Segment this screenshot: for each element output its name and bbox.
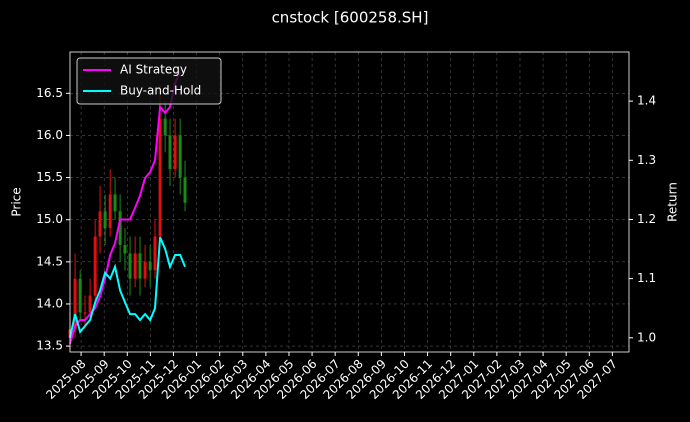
y2-tick-label: 1.4 — [637, 94, 656, 108]
legend-box — [76, 57, 222, 105]
candle-body — [158, 118, 162, 237]
series-line — [69, 236, 186, 339]
plot-frame — [69, 51, 630, 353]
y-axis-label: Price — [10, 187, 24, 216]
candle-body — [183, 177, 187, 203]
y2-tick-label: 1.1 — [637, 271, 656, 285]
candle-body — [73, 278, 77, 330]
y-tick-label: 14.0 — [36, 296, 63, 310]
candle-body — [88, 295, 92, 313]
candle-body — [168, 135, 172, 170]
y-tick-label: 14.5 — [36, 254, 63, 268]
y-tick-label: 13.5 — [36, 339, 63, 353]
candle-body — [78, 278, 82, 313]
candle-body — [98, 211, 102, 237]
y2-tick-label: 1.2 — [637, 212, 656, 226]
series-line — [69, 71, 182, 344]
candle-body — [123, 244, 127, 254]
candle-body — [133, 253, 137, 279]
candle-body — [143, 261, 147, 279]
y2-tick-label: 1.3 — [637, 153, 656, 167]
candle-body — [173, 135, 177, 170]
candle-body — [108, 194, 112, 229]
candle-body — [83, 312, 87, 314]
candle-body — [178, 135, 182, 178]
candle-body — [153, 236, 157, 271]
y-tick-label: 16.0 — [36, 128, 63, 142]
candle-body — [103, 211, 107, 229]
candle-body — [113, 194, 117, 212]
legend-label: AI Strategy — [120, 63, 187, 77]
candle-body — [138, 253, 142, 279]
y-tick-label: 15.5 — [36, 170, 63, 184]
candle-body — [93, 236, 97, 296]
candle-body — [118, 211, 122, 245]
candle-body — [128, 253, 132, 279]
chart-title: cnstock [600258.SH] — [272, 9, 429, 27]
y2-axis-label: Return — [666, 182, 680, 222]
candle-body — [163, 118, 167, 136]
y2-tick-label: 1.0 — [637, 330, 656, 344]
candle-body — [148, 261, 152, 271]
y-tick-label: 15.0 — [36, 212, 63, 226]
legend-label: Buy-and-Hold — [120, 84, 201, 98]
y-tick-label: 16.5 — [36, 86, 63, 100]
